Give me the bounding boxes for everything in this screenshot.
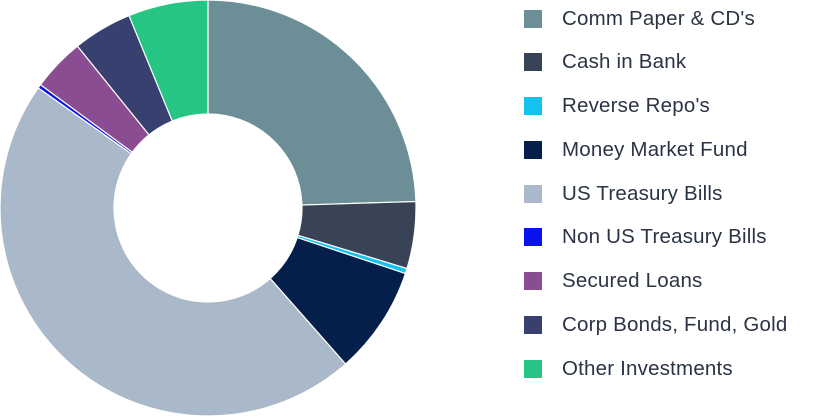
slice-comm-paper-cd-s xyxy=(207,0,417,206)
slice-us-treasury-bills xyxy=(0,87,347,417)
legend-item-cash-in-bank: Cash in Bank xyxy=(524,50,838,74)
legend-label: US Treasury Bills xyxy=(562,181,723,205)
legend-swatch xyxy=(524,228,542,247)
legend-swatch xyxy=(524,140,542,159)
legend-label: Other Investments xyxy=(562,356,733,380)
legend-item-other-investments: Other Investments xyxy=(524,356,838,380)
legend-item-secured-loans: Secured Loans xyxy=(524,269,838,293)
legend-item-us-treasury-bills: US Treasury Bills xyxy=(524,181,838,205)
donut-plot xyxy=(0,0,417,417)
legend-item-non-us-treasury-bills: Non US Treasury Bills xyxy=(524,225,838,249)
legend-swatch xyxy=(524,184,542,203)
legend-label: Secured Loans xyxy=(562,269,703,293)
legend-swatch xyxy=(524,97,542,116)
slice-other-investments xyxy=(128,0,209,122)
legend-label: Money Market Fund xyxy=(562,137,748,161)
legend-item-money-market-fund: Money Market Fund xyxy=(524,137,838,161)
legend-swatch xyxy=(524,53,542,72)
legend-label: Reverse Repo's xyxy=(562,94,711,118)
legend-item-comm-paper-cd-s: Comm Paper & CD's xyxy=(524,6,838,30)
legend-swatch xyxy=(524,316,542,335)
legend-item-corp-bonds-fund-gold: Corp Bonds, Fund, Gold xyxy=(524,313,838,337)
legend-label: Comm Paper & CD's xyxy=(562,6,755,30)
legend-swatch xyxy=(524,359,542,378)
legend: Comm Paper & CD's Cash in Bank Reverse Rep… xyxy=(524,6,838,402)
legend-label: Cash in Bank xyxy=(562,50,687,74)
legend-label: Corp Bonds, Fund, Gold xyxy=(562,313,788,337)
legend-label: Non US Treasury Bills xyxy=(562,225,767,249)
legend-item-reverse-repo-s: Reverse Repo's xyxy=(524,94,838,118)
legend-swatch xyxy=(524,272,542,291)
legend-swatch xyxy=(524,9,542,28)
